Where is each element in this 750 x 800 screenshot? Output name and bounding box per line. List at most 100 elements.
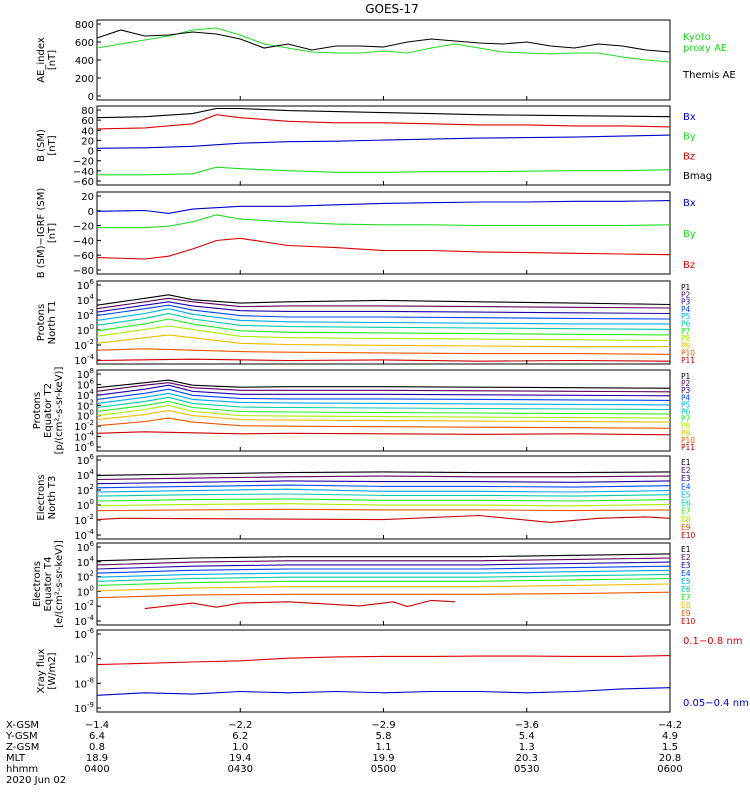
legend-entry: E1	[681, 545, 691, 554]
x-axis-value: 1.3	[519, 742, 535, 753]
series-line-e6	[96, 573, 671, 582]
y-tick-label: 10-4	[74, 353, 94, 367]
legend-entry: E10	[681, 531, 696, 540]
y-tick-label: 800	[75, 20, 94, 31]
legend-entry: E2	[681, 466, 691, 475]
x-axis-value: −4.2	[658, 720, 682, 731]
y-tick-label: −20	[73, 222, 94, 233]
panel-frame	[96, 191, 671, 275]
y-tick-label: 40	[81, 126, 94, 137]
series-line-e5	[96, 488, 671, 493]
y-tick-label: −20	[73, 157, 94, 168]
legend-entry: P10	[681, 349, 695, 358]
legend-entry: E8	[681, 601, 691, 610]
y-tick-label: 600	[75, 38, 94, 49]
series-line-p11	[96, 358, 671, 362]
legend-entry: P11	[681, 443, 695, 452]
y-tick-label: 10-7	[74, 652, 94, 666]
series-line-e4	[96, 565, 671, 574]
panel-frame	[96, 455, 671, 540]
series-line-p10	[96, 348, 671, 355]
y-tick-label: 10-4	[74, 614, 94, 628]
x-axis-value: 20.8	[659, 753, 681, 764]
series-line-e10	[96, 514, 671, 523]
x-axis-value: 5.4	[519, 731, 535, 742]
series-line-bz	[96, 237, 671, 260]
y-tick-label: 20	[81, 192, 94, 203]
y-tick-label: 10-9	[74, 701, 94, 715]
series-line-e2	[96, 475, 671, 481]
panel-5: 10810610410210010-210-410-6ProtonsEquato…	[32, 367, 695, 455]
x-axis-value: 0600	[657, 764, 682, 775]
panel-3: 20 0 −20 −40 −60 −80 B (SM)−IGRF (SM)[nT] Bx By B…	[36, 188, 696, 279]
x-axis-value: 0400	[84, 764, 109, 775]
legend-entry: E8	[681, 515, 691, 524]
legend-entry: P10	[681, 436, 695, 445]
x-axis-value: 18.9	[86, 753, 108, 764]
y-tick-label: 104	[77, 293, 95, 307]
legend-entry: P1	[681, 283, 691, 292]
x-axis-value: 20.3	[516, 753, 538, 764]
x-axis-value: 1.5	[662, 742, 678, 753]
y-tick-label: 102	[77, 570, 94, 584]
y-tick-label: 100	[77, 584, 94, 598]
x-axis-value: 0430	[228, 764, 253, 775]
legend-entry: P3	[681, 386, 691, 395]
legend-entry: Themis AE	[682, 70, 736, 81]
y-tick-label: 60	[81, 116, 94, 127]
y-tick-label: 10-6	[74, 627, 94, 641]
series-line-p6	[96, 396, 671, 411]
series-line-p10	[96, 417, 671, 429]
y-tick-label: 100	[77, 323, 94, 337]
legend-entry: E7	[681, 593, 691, 602]
x-axis-value: 1.1	[376, 742, 392, 753]
y-tick-label: 10-2	[74, 513, 94, 527]
y-tick-label: 102	[77, 308, 94, 322]
series-line-e1	[96, 553, 671, 562]
legend-entry: E6	[681, 499, 691, 508]
y-tick-label: 20	[81, 136, 94, 147]
y-axis-label: ProtonsNorth T1	[36, 301, 58, 345]
series-line-kyoto-proxy-ae	[96, 27, 671, 63]
legend-entry: E4	[681, 569, 691, 578]
legend-entry: E5	[681, 490, 691, 499]
series-line-e8	[96, 583, 671, 592]
legend-entry: P8	[681, 422, 691, 431]
series-line-e3	[96, 480, 671, 485]
legend-entry: By	[683, 132, 696, 143]
x-axis-value: −3.6	[515, 720, 539, 731]
legend-entry: P11	[681, 356, 695, 365]
y-tick-label: −40	[73, 236, 94, 247]
legend-entry: E7	[681, 507, 691, 516]
legend-entry: E2	[681, 553, 691, 562]
series-line-0-1-0-8-nm	[96, 655, 671, 666]
legend-entry: P5	[681, 312, 691, 321]
series-line-e7	[96, 577, 671, 586]
x-axis-row-label: Z-GSM	[6, 742, 39, 753]
legend-entry: Bz	[683, 260, 695, 271]
series-line-e8	[96, 503, 671, 507]
series-line-e2	[96, 557, 671, 566]
series-line-p1	[96, 294, 671, 306]
y-tick-label: 0	[88, 92, 94, 103]
legend-entry: E9	[681, 523, 691, 532]
legend-entry: P6	[681, 408, 691, 417]
y-tick-label: 104	[77, 468, 95, 482]
x-axis-value: 6.4	[89, 731, 105, 742]
x-axis-value: 0.8	[89, 742, 105, 753]
series-line-p6	[96, 312, 671, 330]
legend-entry: P1	[681, 372, 691, 381]
series-line-p8	[96, 404, 671, 419]
legend-entry: P9	[681, 429, 691, 438]
legend-entry: E3	[681, 474, 691, 483]
legend-entry: P4	[681, 393, 691, 402]
series-line-p2	[96, 297, 671, 310]
x-axis-table: X-GSM −1.4 −2.2 −2.9 −3.6 −4.2 Y-GSM 6.4 6.2 5.8 5…	[5, 720, 683, 786]
series-line-0-05-0-4-nm	[96, 687, 671, 696]
series-line-p5	[96, 308, 670, 325]
series-line-p9	[96, 409, 671, 423]
x-axis-row-label: X-GSM	[6, 720, 39, 731]
